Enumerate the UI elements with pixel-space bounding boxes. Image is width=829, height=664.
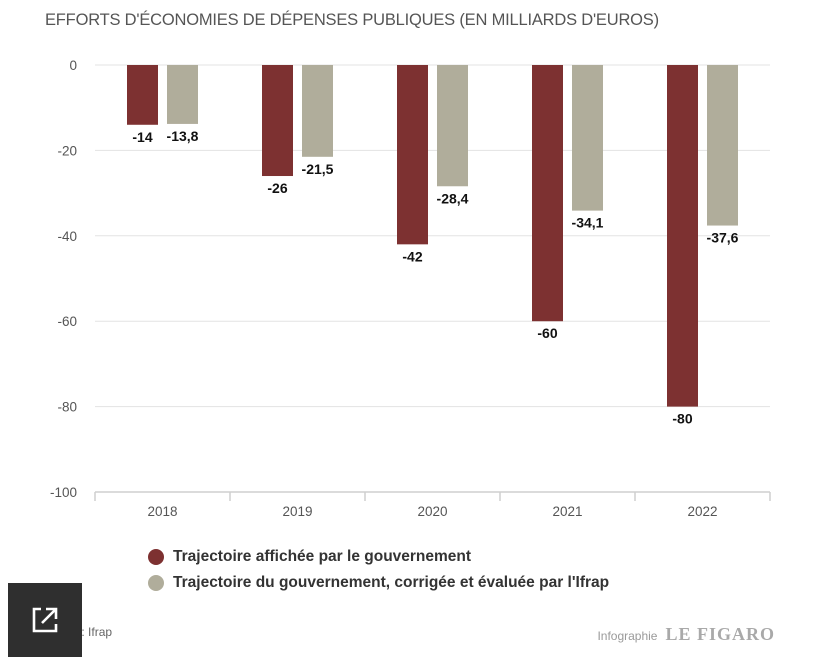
data-label: -14 (132, 129, 152, 145)
bar (572, 65, 603, 211)
chart-title: EFFORTS D'ÉCONOMIES DE DÉPENSES PUBLIQUE… (45, 11, 659, 29)
y-tick-label: -40 (57, 229, 77, 244)
bar (127, 65, 158, 125)
bar (707, 65, 738, 226)
data-label: -28,4 (437, 190, 469, 206)
data-label: -34,1 (572, 215, 604, 231)
x-tick-label: 2019 (282, 504, 312, 519)
data-label: -21,5 (302, 161, 334, 177)
legend-item-ifrap: Trajectoire du gouvernement, corrigée et… (148, 570, 609, 596)
data-label: -37,6 (707, 230, 739, 246)
y-tick-label: -100 (50, 485, 77, 500)
data-label: -42 (402, 248, 422, 264)
data-label: -80 (672, 411, 692, 427)
bar (262, 65, 293, 177)
data-label: -60 (537, 325, 557, 341)
y-tick-label: -20 (57, 143, 77, 158)
legend-label-ifrap: Trajectoire du gouvernement, corrigée et… (173, 574, 610, 591)
y-tick-label: -80 (57, 400, 77, 415)
credit: Infographie LE FIGARO (597, 624, 775, 645)
bar (167, 65, 198, 124)
le-figaro-logo: LE FIGARO (665, 624, 775, 644)
legend-label-government: Trajectoire affichée par le gouvernement (173, 548, 472, 565)
bar (302, 65, 333, 157)
data-label: -13,8 (167, 128, 199, 144)
y-tick-label: -60 (57, 314, 77, 329)
x-tick-label: 2018 (147, 504, 177, 519)
x-tick-label: 2021 (552, 504, 582, 519)
bar (437, 65, 468, 187)
legend-swatch-ifrap (148, 575, 164, 591)
legend-item-government: Trajectoire affichée par le gouvernement (148, 544, 609, 570)
x-tick-label: 2020 (417, 504, 447, 519)
bar (397, 65, 428, 245)
legend: Trajectoire affichée par le gouvernement… (148, 544, 609, 596)
credit-label: Infographie (597, 629, 658, 643)
y-tick-label: 0 (69, 58, 77, 73)
x-tick-label: 2022 (687, 504, 717, 519)
bar (667, 65, 698, 407)
legend-swatch-government (148, 549, 164, 565)
share-button[interactable] (8, 583, 82, 657)
data-label: -26 (267, 180, 287, 196)
bar-chart: 0 -20 -40 -60 -80 -100 2018 -14 -13,8 2019 -26 -21,… (50, 58, 771, 519)
external-link-icon (32, 607, 58, 633)
bar (532, 65, 563, 322)
